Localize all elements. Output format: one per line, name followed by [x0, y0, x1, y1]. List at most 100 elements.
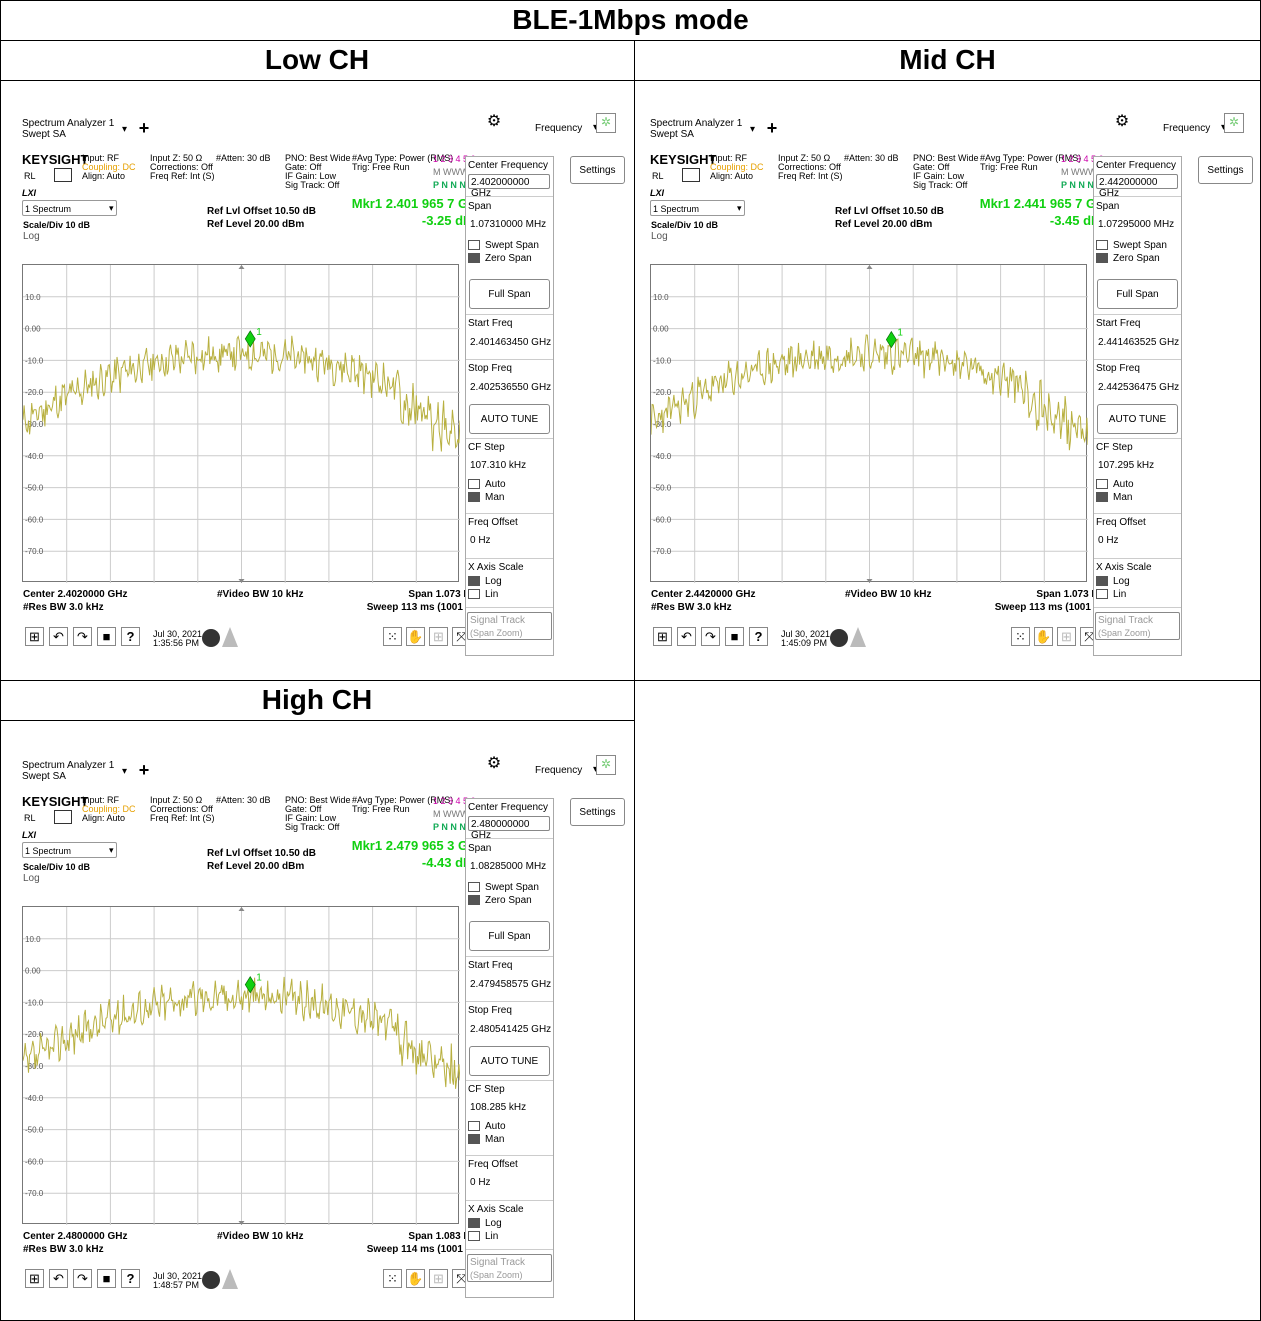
auto-tune-button[interactable]: AUTO TUNE [469, 1046, 550, 1076]
add-screen-plus-icon[interactable]: + [133, 760, 155, 782]
settings-button[interactable]: Settings [570, 798, 625, 826]
stop-freq-control[interactable]: Stop Freq 2.480541425 GHz [466, 1004, 553, 1044]
touch-icon[interactable]: ✋ [406, 1269, 425, 1288]
auto-tune-button[interactable]: AUTO TUNE [469, 404, 550, 434]
cf-step-control[interactable]: CF Step 107.295 kHz Auto Man [1094, 441, 1181, 509]
display-icon[interactable] [682, 168, 700, 182]
touch-icon[interactable]: ✋ [1034, 627, 1053, 646]
undo-icon[interactable]: ↶ [677, 627, 696, 646]
windows-icon[interactable]: ⊞ [25, 627, 44, 646]
freq-offset-control[interactable]: Freq Offset 0 Hz [466, 516, 553, 556]
marker-1-diamond[interactable] [885, 330, 897, 349]
center-freq-input[interactable]: 2.442000000 GHz [1096, 174, 1178, 199]
menu-selector[interactable]: Frequency ▾ [509, 114, 611, 144]
gear-icon[interactable]: ⚙ [485, 113, 503, 132]
redo-icon[interactable]: ↷ [701, 627, 720, 646]
app-selector[interactable]: Spectrum Analyzer 1 Swept SA ▾ [650, 116, 760, 144]
full-span-button[interactable]: Full Span [469, 279, 550, 309]
cf-step-auto-radio[interactable] [1096, 479, 1108, 489]
center-frequency-control[interactable]: Center Frequency 2.442000000 GHz [1094, 157, 1181, 199]
freq-offset-control[interactable]: Freq Offset 0 Hz [466, 1158, 553, 1198]
x-axis-lin-radio[interactable] [1096, 589, 1108, 599]
grid-layout-icon[interactable]: ⊞ [1057, 627, 1076, 646]
view-selector[interactable]: 1 Spectrum ▾ [22, 842, 117, 858]
add-screen-plus-icon[interactable]: + [133, 118, 155, 140]
x-axis-log-radio[interactable] [468, 1218, 480, 1228]
grid-layout-icon[interactable]: ⊞ [429, 1269, 448, 1288]
help-icon[interactable]: ? [121, 627, 140, 646]
zero-span-radio[interactable] [468, 253, 480, 263]
marker-1-diamond[interactable] [244, 976, 256, 994]
app-selector[interactable]: Spectrum Analyzer 1 Swept SA ▾ [22, 116, 132, 144]
settings-button[interactable]: Settings [1198, 156, 1253, 184]
cf-step-man-radio[interactable] [1096, 492, 1108, 502]
redo-icon[interactable]: ↷ [73, 627, 92, 646]
display-icon[interactable] [54, 810, 72, 824]
message-icon[interactable] [830, 629, 848, 647]
help-icon[interactable]: ? [749, 627, 768, 646]
save-file-icon[interactable]: ■ [725, 627, 744, 646]
cf-step-auto-radio[interactable] [468, 1121, 480, 1131]
swept-span-radio[interactable] [468, 240, 480, 250]
menu-selector[interactable]: Frequency ▾ [509, 756, 611, 786]
x-axis-log-radio[interactable] [468, 576, 480, 586]
zero-span-radio[interactable] [468, 895, 480, 905]
full-span-button[interactable]: Full Span [1097, 279, 1178, 309]
marker-1-diamond[interactable] [244, 330, 256, 348]
span-control[interactable]: Span 1.07295000 MHz Swept Span Zero Span [1094, 199, 1181, 274]
swept-span-radio[interactable] [1096, 240, 1108, 250]
center-frequency-control[interactable]: Center Frequency 2.402000000 GHz [466, 157, 553, 199]
save-file-icon[interactable]: ■ [97, 1269, 116, 1288]
cf-step-man-radio[interactable] [468, 1134, 480, 1144]
start-freq-control[interactable]: Start Freq 2.479458575 GHz [466, 959, 553, 999]
cf-step-auto-radio[interactable] [468, 479, 480, 489]
message-icon[interactable] [202, 629, 220, 647]
gear-icon[interactable]: ⚙ [1113, 113, 1131, 132]
cf-step-control[interactable]: CF Step 107.310 kHz Auto Man [466, 441, 553, 509]
grid-layout-icon[interactable]: ⊞ [429, 627, 448, 646]
x-axis-lin-radio[interactable] [468, 1231, 480, 1241]
display-icon[interactable] [54, 168, 72, 182]
x-axis-scale-control[interactable]: X Axis Scale Log Lin [1094, 561, 1181, 606]
keypad-icon[interactable]: ⁙ [1011, 627, 1030, 646]
touch-icon[interactable]: ✋ [406, 627, 425, 646]
full-span-button[interactable]: Full Span [469, 921, 550, 951]
start-freq-control[interactable]: Start Freq 2.441463525 GHz [1094, 317, 1181, 357]
save-file-icon[interactable]: ■ [97, 627, 116, 646]
undo-icon[interactable]: ↶ [49, 627, 68, 646]
freq-offset-control[interactable]: Freq Offset 0 Hz [1094, 516, 1181, 556]
windows-icon[interactable]: ⊞ [25, 1269, 44, 1288]
center-freq-input[interactable]: 2.402000000 GHz [468, 174, 550, 199]
view-selector[interactable]: 1 Spectrum ▾ [650, 200, 745, 216]
spectrum-plot[interactable]: 10.0 0.00 -10.0 -20.0 -30.0 -40.0 -50.0 -60.0 -7… [650, 264, 1088, 583]
app-selector[interactable]: Spectrum Analyzer 1 Swept SA ▾ [22, 758, 132, 786]
gear-icon[interactable]: ⚙ [485, 755, 503, 774]
redo-icon[interactable]: ↷ [73, 1269, 92, 1288]
add-screen-plus-icon[interactable]: + [761, 118, 783, 140]
start-freq-control[interactable]: Start Freq 2.401463450 GHz [466, 317, 553, 357]
windows-icon[interactable]: ⊞ [653, 627, 672, 646]
spectrum-plot[interactable]: 10.0 0.00 -10.0 -20.0 -30.0 -40.0 -50.0 -60.0 -7… [22, 264, 460, 583]
view-selector[interactable]: 1 Spectrum ▾ [22, 200, 117, 216]
zero-span-radio[interactable] [1096, 253, 1108, 263]
x-axis-lin-radio[interactable] [468, 589, 480, 599]
message-icon[interactable] [202, 1271, 220, 1289]
keypad-icon[interactable]: ⁙ [383, 1269, 402, 1288]
signal-track-control[interactable]: Signal Track (Span Zoom) [467, 1254, 552, 1282]
signal-track-control[interactable]: Signal Track (Span Zoom) [1095, 612, 1180, 640]
help-icon[interactable]: ? [121, 1269, 140, 1288]
stop-freq-control[interactable]: Stop Freq 2.442536475 GHz [1094, 362, 1181, 402]
center-frequency-control[interactable]: Center Frequency 2.480000000 GHz [466, 799, 553, 841]
span-control[interactable]: Span 1.08285000 MHz Swept Span Zero Span [466, 841, 553, 916]
span-control[interactable]: Span 1.07310000 MHz Swept Span Zero Span [466, 199, 553, 274]
x-axis-scale-control[interactable]: X Axis Scale Log Lin [466, 1203, 553, 1248]
x-axis-scale-control[interactable]: X Axis Scale Log Lin [466, 561, 553, 606]
undo-icon[interactable]: ↶ [49, 1269, 68, 1288]
auto-tune-button[interactable]: AUTO TUNE [1097, 404, 1178, 434]
swept-span-radio[interactable] [468, 882, 480, 892]
cf-step-control[interactable]: CF Step 108.285 kHz Auto Man [466, 1083, 553, 1151]
stop-freq-control[interactable]: Stop Freq 2.402536550 GHz [466, 362, 553, 402]
x-axis-log-radio[interactable] [1096, 576, 1108, 586]
cf-step-man-radio[interactable] [468, 492, 480, 502]
settings-button[interactable]: Settings [570, 156, 625, 184]
